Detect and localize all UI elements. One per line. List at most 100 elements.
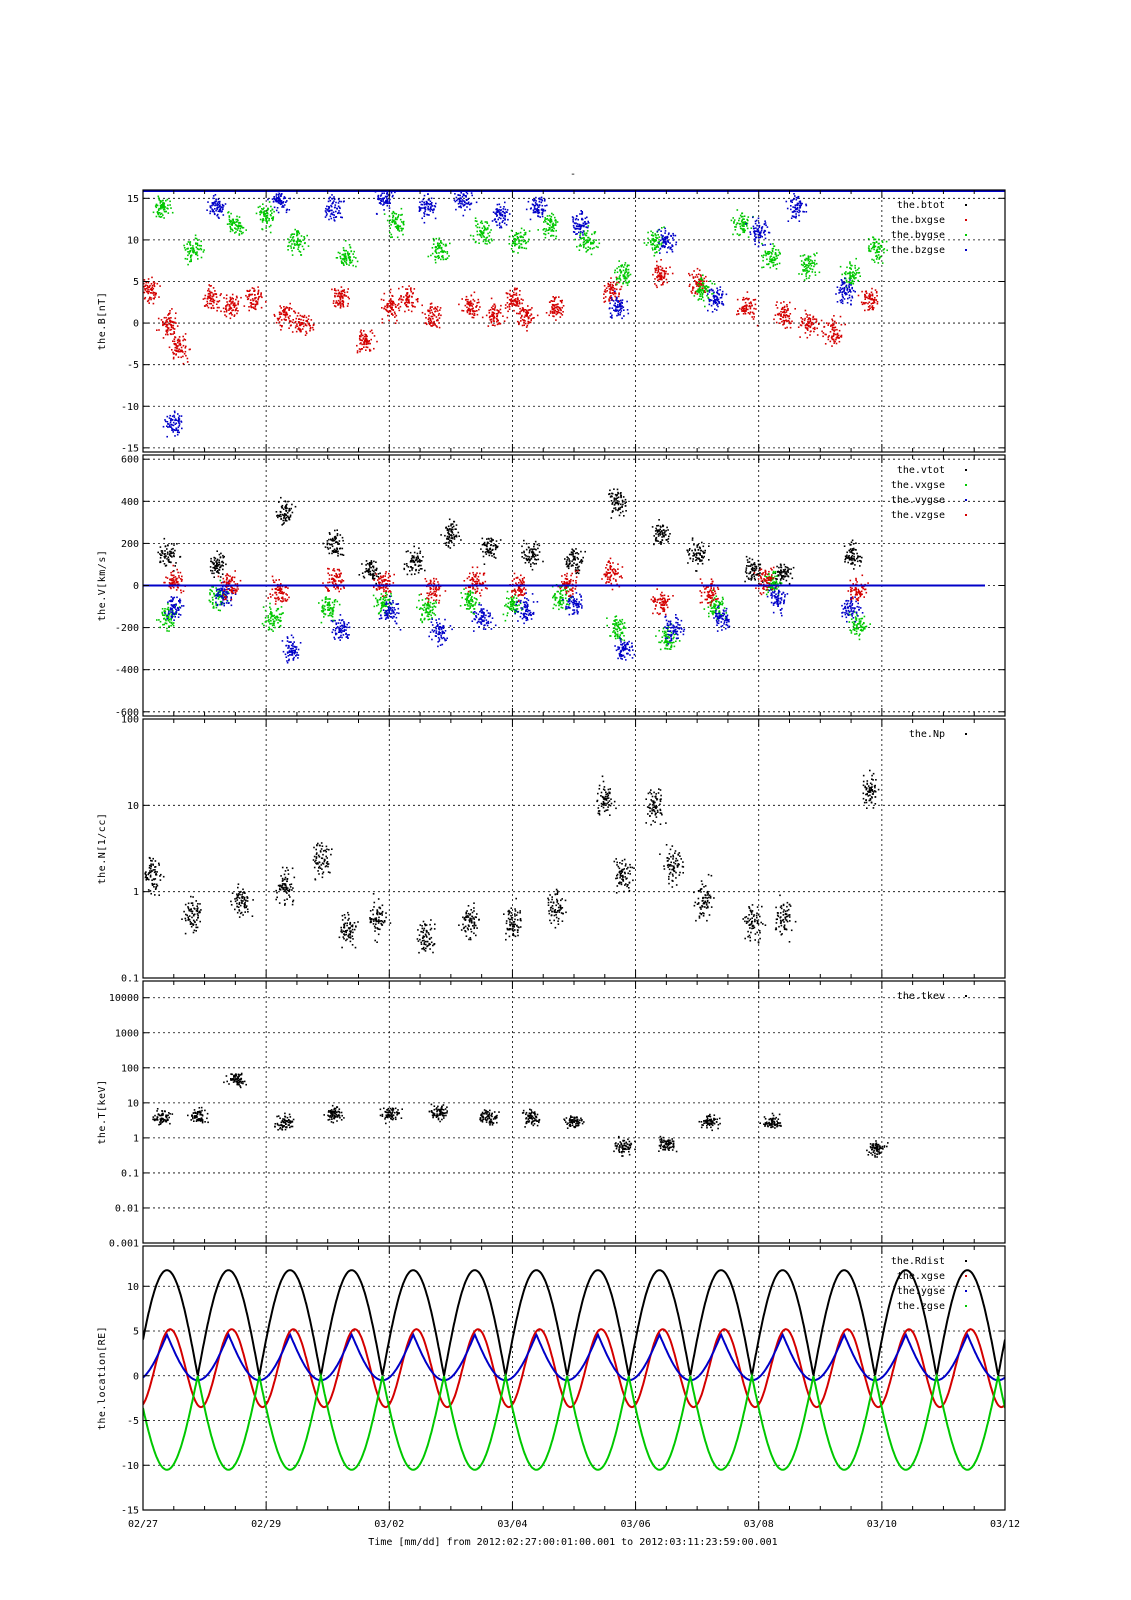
data-point — [714, 308, 716, 310]
data-point — [157, 551, 159, 554]
data-point — [165, 325, 167, 328]
data-point — [394, 218, 397, 221]
data-point — [285, 509, 288, 512]
data-point — [690, 290, 693, 293]
data-point — [262, 211, 265, 214]
data-point — [463, 200, 465, 202]
data-point — [152, 211, 155, 214]
data-point — [387, 311, 390, 314]
data-point — [524, 232, 526, 234]
data-point — [461, 196, 464, 198]
data-point — [747, 216, 750, 218]
data-point — [200, 240, 202, 243]
data-point — [280, 193, 283, 196]
data-point — [366, 338, 368, 340]
data-point — [326, 546, 329, 549]
data-point — [172, 356, 175, 359]
data-point — [867, 302, 869, 305]
data-point — [764, 220, 766, 222]
data-point — [392, 309, 394, 311]
data-point — [790, 322, 792, 324]
data-point — [211, 203, 214, 205]
data-point — [342, 554, 345, 556]
data-point — [280, 329, 282, 331]
data-point — [472, 298, 475, 301]
data-point — [333, 214, 335, 216]
data-point — [286, 512, 289, 514]
data-point — [839, 299, 842, 302]
data-point — [474, 310, 476, 312]
data-point — [584, 239, 587, 242]
data-point — [400, 221, 403, 223]
data-point — [240, 296, 242, 299]
data-point — [851, 296, 854, 299]
data-point — [326, 540, 329, 542]
data-point — [532, 204, 534, 206]
data-point — [850, 282, 853, 285]
data-point — [278, 321, 281, 323]
data-point — [756, 324, 759, 327]
data-point — [289, 516, 292, 518]
data-point — [432, 243, 435, 245]
data-point — [170, 324, 172, 326]
data-point — [237, 224, 240, 226]
data-point — [282, 313, 285, 316]
data-point — [291, 503, 293, 506]
data-point — [307, 318, 310, 320]
data-point — [174, 435, 176, 437]
data-point — [518, 301, 521, 304]
data-point — [753, 316, 755, 318]
data-point — [455, 534, 458, 537]
legend-marker — [965, 234, 967, 236]
data-point — [404, 301, 407, 304]
data-point — [842, 296, 844, 299]
data-point — [459, 205, 462, 207]
data-point — [212, 300, 215, 302]
data-point — [486, 221, 488, 223]
data-point — [744, 312, 747, 315]
data-point — [384, 305, 386, 308]
data-point — [581, 232, 584, 234]
data-point — [389, 288, 392, 291]
data-point — [769, 256, 772, 258]
data-point — [551, 300, 554, 302]
data-point — [433, 239, 435, 242]
data-point — [836, 332, 839, 335]
data-point — [766, 226, 769, 228]
data-point — [515, 232, 518, 234]
data-point — [217, 198, 220, 201]
data-point — [618, 276, 621, 278]
data-point — [213, 301, 215, 304]
data-point — [204, 294, 207, 297]
data-point — [546, 218, 549, 220]
data-point — [285, 311, 287, 314]
data-point — [219, 294, 222, 297]
data-point — [552, 296, 554, 298]
data-point — [368, 341, 370, 343]
data-point — [158, 329, 160, 331]
data-point — [278, 199, 280, 202]
data-point — [528, 238, 530, 241]
data-point — [485, 240, 487, 242]
data-point — [497, 323, 500, 325]
data-point — [399, 225, 402, 227]
data-point — [469, 208, 471, 211]
data-point — [744, 221, 747, 223]
data-point — [301, 315, 303, 318]
data-point — [841, 291, 843, 294]
data-point — [509, 303, 511, 305]
data-point — [704, 291, 706, 293]
data-point — [806, 271, 808, 274]
data-point — [580, 245, 582, 247]
data-point — [331, 543, 333, 546]
data-point — [579, 213, 581, 215]
data-point — [246, 296, 249, 298]
data-point — [286, 503, 288, 506]
data-point — [392, 304, 394, 306]
data-point — [859, 275, 861, 277]
data-point — [281, 504, 284, 507]
data-point — [654, 278, 656, 280]
data-point — [173, 570, 175, 572]
data-point — [170, 423, 173, 426]
data-point — [233, 222, 236, 224]
